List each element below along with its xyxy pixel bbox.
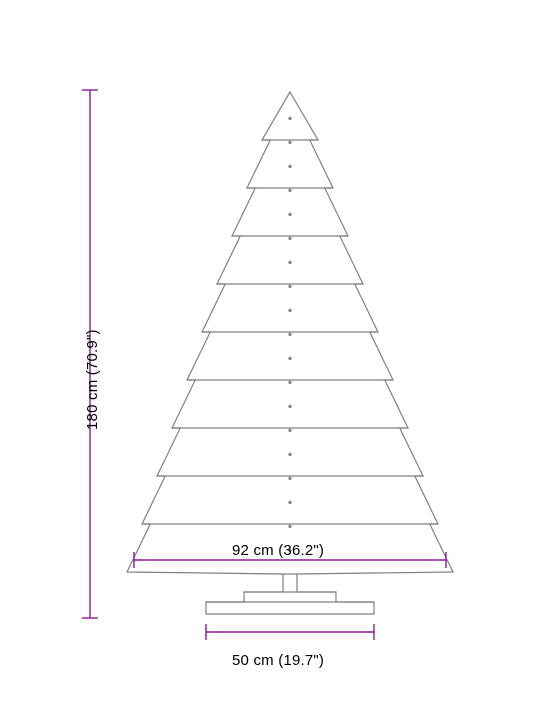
tree-holes-group — [288, 117, 291, 552]
tree-width-dimension-label: 92 cm (36.2") — [232, 542, 324, 559]
tree-outline-group — [127, 92, 453, 614]
base-width-dimension-label: 50 cm (19.7") — [232, 652, 324, 669]
diagram-stage: 180 cm (70.9") 92 cm (36.2") 50 cm (19.7… — [0, 0, 540, 720]
diagram-svg — [0, 0, 540, 720]
height-dimension-label: 180 cm (70.9") — [84, 329, 101, 430]
